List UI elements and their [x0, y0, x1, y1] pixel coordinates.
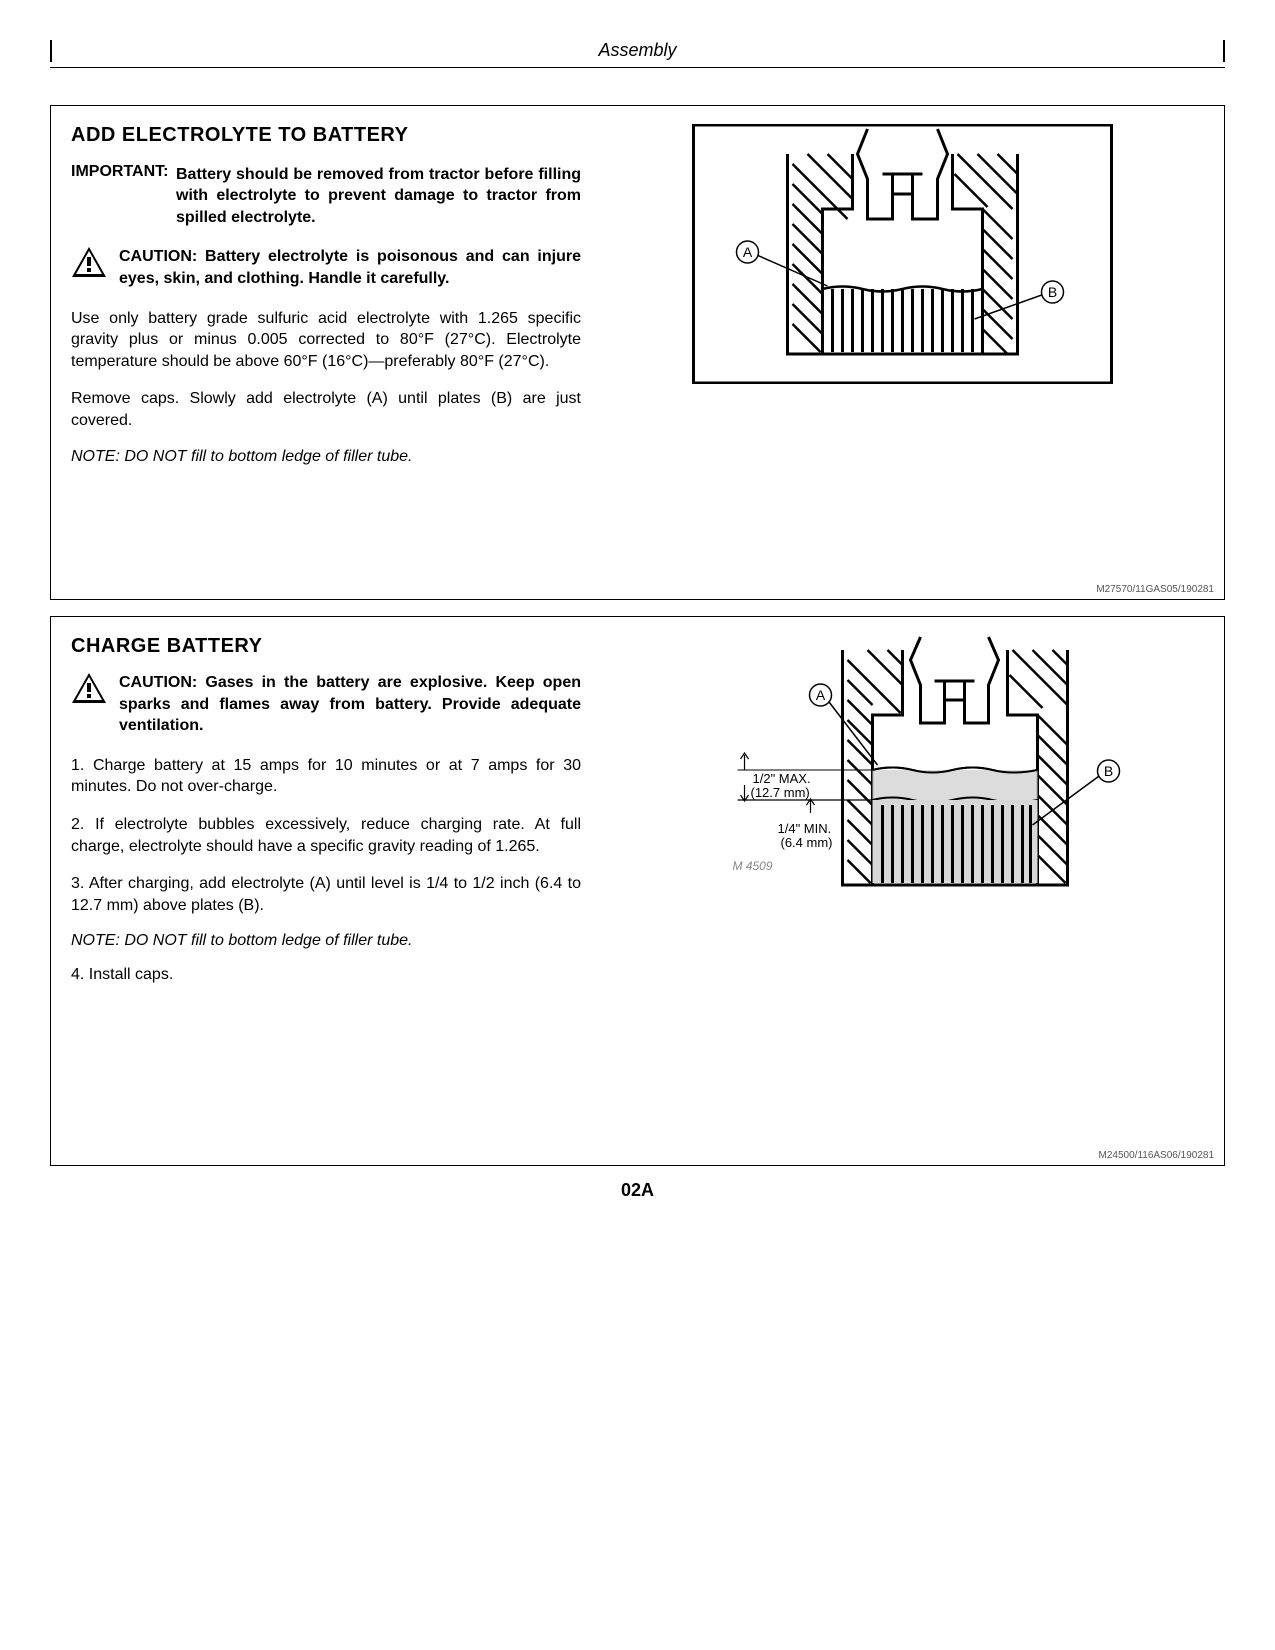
section2-step1: 1. Charge battery at 15 amps for 10 minu… — [71, 755, 581, 798]
section2-note: NOTE: DO NOT fill to bottom ledge of fil… — [71, 932, 581, 950]
fig2-partno: M 4509 — [733, 859, 773, 873]
section-add-electrolyte: ADD ELECTROLYTE TO BATTERY IMPORTANT: Ba… — [50, 105, 1225, 600]
section1-heading: ADD ELECTROLYTE TO BATTERY — [71, 124, 581, 147]
callout-b-1: B — [1048, 284, 1057, 300]
figure-code-2: M24500/116AS06/190281 — [1099, 1150, 1214, 1161]
section2-step2: 2. If electrolyte bubbles excessively, r… — [71, 814, 581, 857]
page-header: Assembly — [50, 40, 1225, 68]
header-rule-right — [1223, 40, 1225, 62]
callout-a-2: A — [816, 687, 826, 703]
section1-text-column: ADD ELECTROLYTE TO BATTERY IMPORTANT: Ba… — [71, 124, 581, 589]
warning-icon — [71, 672, 107, 704]
section2-figure-column: 1/2" MAX. (12.7 mm) 1/4" MIN. (6.4 mm) M… — [601, 635, 1204, 1155]
figure-battery-fill: A B — [601, 124, 1204, 384]
important-block: IMPORTANT: Battery should be removed fro… — [71, 161, 581, 228]
caution-text-2: CAUTION: Gases in the battery are explos… — [119, 672, 581, 737]
caution-block-1: CAUTION: Battery electrolyte is poisonou… — [71, 246, 581, 289]
fig2-label-min-mm: (6.4 mm) — [781, 835, 833, 850]
figure-battery-charge: 1/2" MAX. (12.7 mm) 1/4" MIN. (6.4 mm) M… — [601, 635, 1204, 915]
figure-code-1: M27570/11GAS05/190281 — [1096, 584, 1214, 595]
section-charge-battery: CHARGE BATTERY CAUTION: Gases in the bat… — [50, 616, 1225, 1166]
caution-block-2: CAUTION: Gases in the battery are explos… — [71, 672, 581, 737]
important-label: IMPORTANT: — [71, 163, 168, 180]
section2-text-column: CHARGE BATTERY CAUTION: Gases in the bat… — [71, 635, 581, 1155]
section2-step4: 4. Install caps. — [71, 964, 581, 986]
page-number: 02A — [0, 1180, 1275, 1201]
header-rule-left — [50, 40, 52, 62]
section2-step3: 3. After charging, add electrolyte (A) u… — [71, 873, 581, 916]
section1-p2: Remove caps. Slowly add electrolyte (A) … — [71, 388, 581, 431]
fig2-label-min: 1/4" MIN. — [778, 821, 832, 836]
warning-icon — [71, 246, 107, 278]
callout-b-2: B — [1104, 763, 1113, 779]
section1-figure-column: A B — [601, 124, 1204, 589]
caution-text-1: CAUTION: Battery electrolyte is poisonou… — [119, 246, 581, 289]
section1-note: NOTE: DO NOT fill to bottom ledge of fil… — [71, 448, 581, 466]
header-title: Assembly — [598, 40, 676, 60]
section2-heading: CHARGE BATTERY — [71, 635, 581, 658]
fig2-label-max-mm: (12.7 mm) — [751, 785, 810, 800]
section1-p1: Use only battery grade sulfuric acid ele… — [71, 308, 581, 373]
callout-a-1: A — [743, 244, 753, 260]
fig2-label-max: 1/2" MAX. — [753, 771, 811, 786]
